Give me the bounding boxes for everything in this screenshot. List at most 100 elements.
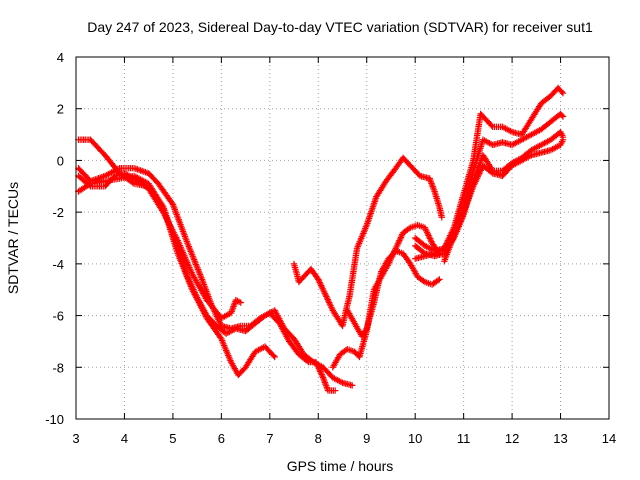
data-point (482, 154, 484, 156)
y-tick-label: 4 (57, 50, 64, 65)
data-point (559, 131, 562, 133)
x-tick-label: 8 (315, 431, 322, 446)
data-point (530, 154, 533, 156)
data-point (274, 309, 276, 311)
data-point (315, 361, 317, 363)
data-point (356, 247, 358, 249)
x-tick-label: 7 (266, 431, 273, 446)
data-point (511, 131, 513, 133)
data-point (409, 165, 411, 167)
series-track-11 (441, 136, 567, 265)
data-point (77, 175, 79, 177)
data-point (431, 283, 433, 286)
data-point (119, 167, 121, 169)
data-point (269, 312, 271, 314)
data-point (530, 134, 533, 136)
data-point (332, 366, 334, 368)
data-point (230, 312, 232, 314)
data-point (104, 175, 106, 177)
data-point (562, 92, 564, 94)
data-point (373, 302, 375, 304)
data-point (424, 252, 426, 255)
data-point (521, 134, 523, 136)
data-point (438, 206, 440, 208)
data-point (77, 190, 79, 193)
data-point (349, 294, 351, 296)
data-point (322, 377, 324, 379)
data-point (288, 340, 290, 342)
data-point (480, 113, 482, 115)
series-track-5 (290, 154, 445, 330)
data-point (341, 325, 344, 327)
data-point (310, 268, 312, 270)
data-point (237, 374, 239, 376)
data-point (148, 183, 150, 185)
y-tick-label: -4 (52, 257, 64, 272)
data-point (511, 144, 513, 146)
data-point (322, 366, 324, 368)
data-point (443, 260, 445, 262)
data-point (148, 172, 150, 174)
data-point (419, 175, 421, 177)
data-point (133, 167, 135, 169)
data-point (358, 356, 361, 358)
data-point (77, 139, 79, 141)
series-track-4 (75, 170, 244, 322)
data-point (123, 172, 126, 174)
data-point (148, 188, 150, 190)
data-point (77, 167, 79, 169)
data-point (303, 276, 305, 278)
x-tick-label: 13 (553, 431, 567, 446)
data-point (540, 102, 542, 105)
y-tick-label: -6 (52, 309, 64, 324)
data-point (402, 252, 404, 255)
data-point (264, 346, 266, 348)
data-point (89, 180, 92, 182)
data-point (484, 118, 486, 120)
series-markers (75, 170, 244, 322)
data-point (249, 325, 251, 327)
y-axis-label: SDTVAR / TECUs (5, 182, 21, 294)
y-tick-label: 0 (57, 153, 64, 168)
data-point (501, 126, 503, 128)
data-point (133, 177, 135, 180)
data-point (220, 325, 222, 327)
data-point (402, 157, 404, 159)
data-point (177, 252, 179, 255)
data-point (293, 338, 295, 340)
data-point (191, 273, 193, 275)
data-point (501, 170, 503, 172)
x-tick-labels: 3 4 5 6 7 8 9 10 11 12 13 14 (72, 431, 616, 446)
x-tick-label: 11 (457, 431, 471, 446)
y-tick-label: -8 (52, 360, 64, 375)
data-point (375, 196, 377, 198)
series-line (78, 167, 336, 392)
x-axis-label: GPS time / hours (287, 458, 394, 474)
data-point (278, 322, 281, 324)
data-point (235, 299, 237, 301)
data-point (550, 149, 552, 151)
data-point (133, 183, 135, 185)
data-point (414, 245, 416, 247)
x-tick-label: 5 (169, 431, 176, 446)
data-point (463, 211, 465, 213)
y-tick-label: -10 (45, 412, 64, 427)
data-point (424, 245, 426, 247)
data-point (119, 177, 121, 180)
data-point (366, 224, 368, 226)
data-point (89, 185, 92, 187)
data-point (557, 87, 559, 89)
series-line (78, 172, 241, 319)
data-point (354, 351, 356, 353)
x-tick-label: 9 (363, 431, 370, 446)
data-point (220, 338, 222, 340)
x-tick-label: 10 (408, 431, 422, 446)
data-point (417, 276, 419, 278)
data-point (225, 333, 227, 335)
series-track-7 (344, 247, 443, 340)
data-point (417, 224, 419, 226)
data-point (293, 263, 295, 265)
data-point (341, 382, 344, 384)
y-tick-label: -2 (52, 205, 64, 220)
